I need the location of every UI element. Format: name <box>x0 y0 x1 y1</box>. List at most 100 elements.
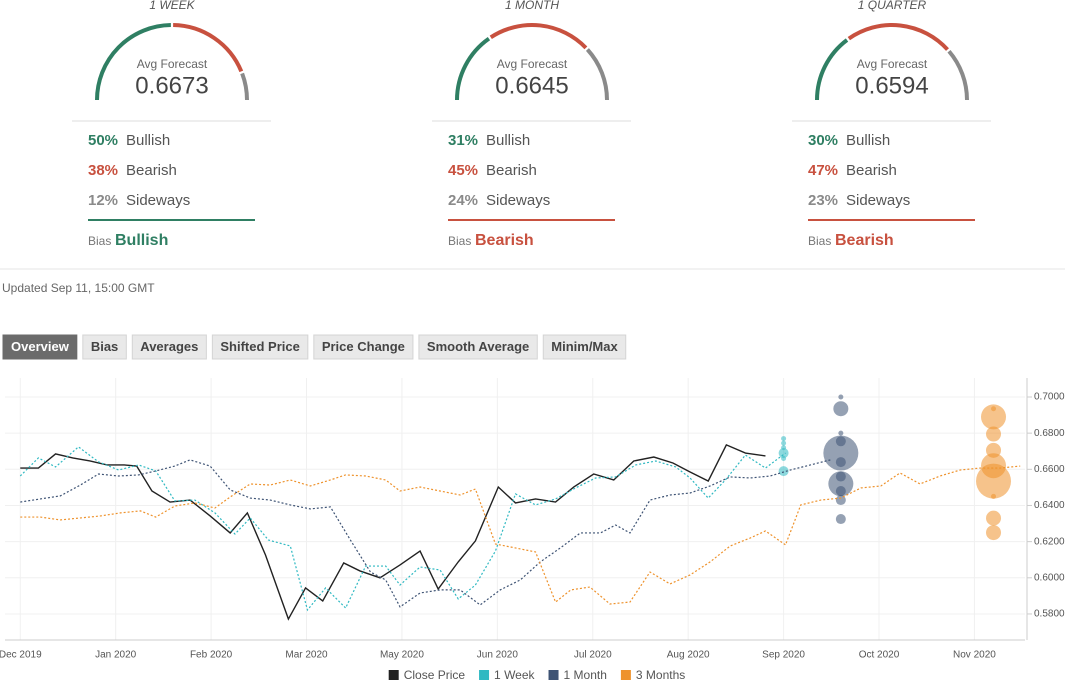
y-tick-label: 0.5800 <box>1034 609 1065 620</box>
x-tick-label: Jan 2020 <box>95 650 137 661</box>
tab[interactable]: Price Change <box>313 334 414 360</box>
gauge-segment <box>240 72 249 101</box>
tab-background[interactable] <box>82 334 127 360</box>
gauge-segment <box>947 49 969 101</box>
forecast-bubble <box>991 493 997 499</box>
tab[interactable]: Averages <box>131 334 207 360</box>
tab[interactable]: Overview <box>2 334 78 360</box>
legend-label[interactable]: 1 Week <box>494 668 535 682</box>
legend-label[interactable]: Close Price <box>404 668 466 682</box>
forecast-bubble <box>781 436 787 442</box>
legend-swatch[interactable] <box>479 670 490 680</box>
forecast-bubble <box>823 435 859 471</box>
y-tick-label: 0.7000 <box>1034 392 1065 403</box>
bias-label: Bias <box>448 234 471 248</box>
forecast-bubble <box>838 394 844 400</box>
row-name: Sideways <box>126 192 190 209</box>
tab-label[interactable]: Price Change <box>322 339 405 354</box>
series-line <box>20 465 1021 605</box>
legend-item[interactable]: 1 Month <box>548 668 607 682</box>
bias-label: Bias <box>88 234 111 248</box>
tab-label[interactable]: Shifted Price <box>220 339 299 354</box>
legend-label[interactable]: 1 Month <box>564 668 607 682</box>
bias-label: Bias <box>808 234 831 248</box>
tab-background[interactable] <box>313 334 414 360</box>
series-line <box>19 446 786 612</box>
tab[interactable]: Smooth Average <box>418 334 538 360</box>
forecast-bubble <box>778 448 789 459</box>
forecast-bubble <box>833 401 849 417</box>
tab-background[interactable] <box>211 334 309 360</box>
gauge-segment <box>95 23 171 101</box>
row-name: Bullish <box>126 132 170 149</box>
gauge-segment <box>585 48 609 101</box>
row-percent: 12% <box>88 192 118 209</box>
x-tick-label: Aug 2020 <box>667 650 710 661</box>
series-line <box>20 443 766 621</box>
tab-background[interactable] <box>2 334 78 360</box>
tab-label[interactable]: Smooth Average <box>427 339 529 354</box>
y-tick-label: 0.6800 <box>1034 428 1065 439</box>
legend-item[interactable]: Close Price <box>388 668 466 682</box>
row-percent: 31% <box>448 132 478 149</box>
forecast-bubble <box>986 525 1002 541</box>
legend-item[interactable]: 3 Months <box>620 668 685 682</box>
series-line <box>20 459 831 608</box>
legend-swatch[interactable] <box>620 670 631 680</box>
updated-time: Updated Sep 11, 15:00 GMT <box>2 281 155 295</box>
avg-label: Avg Forecast <box>137 57 208 71</box>
avg-value: 0.6645 <box>495 72 568 99</box>
row-name: Bearish <box>846 162 897 179</box>
legend-swatch[interactable] <box>548 670 559 680</box>
row-percent: 47% <box>808 162 838 179</box>
row-percent: 50% <box>88 132 118 149</box>
forecast-bubble <box>778 466 789 477</box>
x-tick-label: Jul 2020 <box>574 650 612 661</box>
tab-background[interactable] <box>542 334 627 360</box>
gauge-segment <box>847 23 949 51</box>
tab-background[interactable] <box>131 334 207 360</box>
y-tick-label: 0.6200 <box>1034 536 1065 547</box>
legend-item[interactable]: 1 Week <box>479 668 536 682</box>
forecast-bubble <box>781 455 787 461</box>
tab-label[interactable]: Overview <box>11 339 70 354</box>
x-tick-label: Feb 2020 <box>190 650 233 661</box>
x-tick-label: Mar 2020 <box>285 650 328 661</box>
legend-label[interactable]: 3 Months <box>636 668 685 682</box>
forecast-bubble <box>828 471 854 497</box>
tab-label[interactable]: Averages <box>140 339 198 354</box>
row-percent: 30% <box>808 132 838 149</box>
x-tick-label: Dec 2019 <box>0 650 42 661</box>
tab-background[interactable] <box>418 334 538 360</box>
tab[interactable]: Bias <box>82 334 127 360</box>
tab-label[interactable]: Minim/Max <box>551 339 618 354</box>
y-tick-label: 0.6400 <box>1034 500 1065 511</box>
row-name: Bullish <box>486 132 530 149</box>
panel-title: 1 MONTH <box>505 0 559 12</box>
x-tick-label: Sep 2020 <box>762 650 805 661</box>
x-tick-label: Nov 2020 <box>953 650 996 661</box>
avg-value: 0.6594 <box>855 72 928 99</box>
bias-value: Bearish <box>835 232 894 249</box>
tab-label[interactable]: Bias <box>91 339 118 354</box>
forecast-bubble <box>986 426 1002 442</box>
forecast-bubble <box>986 510 1002 526</box>
tab[interactable]: Shifted Price <box>211 334 309 360</box>
tab[interactable]: Minim/Max <box>542 334 627 360</box>
forecast-bubble <box>981 404 1007 430</box>
y-tick-label: 0.6000 <box>1034 572 1065 583</box>
bias-value: Bearish <box>475 232 534 249</box>
row-percent: 45% <box>448 162 478 179</box>
row-name: Sideways <box>846 192 910 209</box>
forecast-bubble <box>976 463 1012 499</box>
forecast-bubble <box>838 430 844 436</box>
legend-swatch[interactable] <box>388 670 399 680</box>
x-tick-label: Oct 2020 <box>859 650 900 661</box>
avg-label: Avg Forecast <box>857 57 928 71</box>
gauge-segment <box>489 23 588 50</box>
row-percent: 23% <box>808 192 838 209</box>
legend: Close Price 1 Week 1 Month 3 Months <box>388 668 685 682</box>
avg-label: Avg Forecast <box>497 57 568 71</box>
row-name: Bearish <box>486 162 537 179</box>
row-name: Sideways <box>486 192 550 209</box>
